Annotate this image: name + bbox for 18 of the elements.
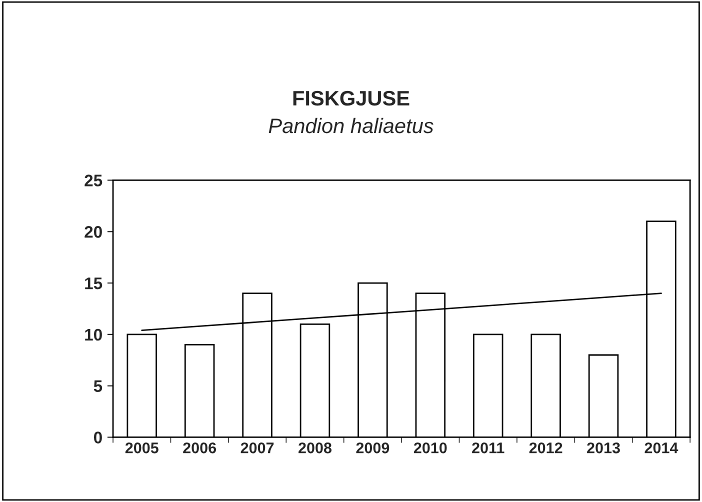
x-tick-label: 2014 xyxy=(644,442,678,454)
x-tick-label: 2012 xyxy=(529,442,562,454)
x-tick-label: 2006 xyxy=(183,442,216,454)
y-tick-label: 25 xyxy=(84,174,102,186)
x-tick-label: 2011 xyxy=(472,442,504,454)
y-tick-label: 15 xyxy=(85,278,102,290)
y-tick-label: 5 xyxy=(94,380,102,392)
x-tick-label: 2008 xyxy=(298,442,332,454)
y-tick-label: 10 xyxy=(85,328,102,341)
x-tick-label: 2013 xyxy=(587,442,620,454)
y-tick-label: 0 xyxy=(94,432,102,444)
chart-subtitle: Pandion haliaetus xyxy=(268,118,434,134)
x-tick-label: 2005 xyxy=(125,442,158,454)
x-tick-label: 2009 xyxy=(356,442,390,454)
y-tick-label: 20 xyxy=(84,226,102,238)
x-tick-label: 2007 xyxy=(240,442,274,454)
chart-title: FISKGJUSE xyxy=(293,90,410,106)
x-tick-label: 2010 xyxy=(414,442,447,454)
